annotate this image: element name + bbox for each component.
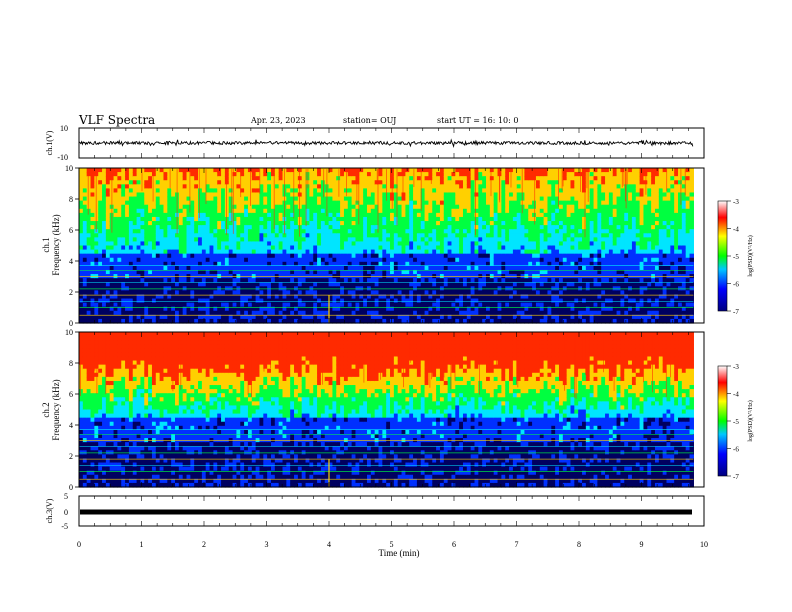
freq-tick-label: 4 [69,257,73,266]
ch1-spec-label-2: Frequency (kHz) [51,214,61,275]
freq-tick-label: 6 [69,390,73,399]
time-tick-label: 10 [700,540,708,549]
ch3-tick-top: 5 [64,492,68,501]
time-axis-label: Time (min) [379,548,420,558]
time-tick-label: 9 [640,540,644,549]
freq-tick-label: 10 [65,328,73,337]
ch2-spec-label-1: ch.2 [41,402,51,417]
colorbar-tick-label: -3 [733,363,739,371]
ch2-spec-label-2: Frequency (kHz) [51,379,61,440]
ch1-tick-top: 10 [60,124,68,133]
freq-tick-label: 0 [69,483,73,492]
ch1-colorbar: -3 -4 -5 -6 -7 log(PSD)(V²/Hz) [718,198,754,316]
freq-tick-label: 8 [69,195,73,204]
ch1-spectrogram [79,168,704,324]
ch3-wave-panel: 5 0 -5 ch.3(V) [45,492,704,531]
ch1-spectrogram-panel: 0 2 4 6 8 10 ch.1 Frequency (kHz) [41,164,704,328]
ch2-colorbar: -3 -4 -5 -6 -7 log(PSD)(V²/Hz) [718,363,754,481]
colorbar-label: log(PSD)(V²/Hz) [747,400,754,441]
colorbar-tick-label: -7 [733,473,739,481]
freq-tick-label: 6 [69,226,73,235]
colorbar-tick-label: -5 [733,418,739,426]
freq-tick-label: 8 [69,359,73,368]
colorbar-tick-label: -4 [733,226,739,234]
colorbar-tick-label: -5 [733,253,739,261]
freq-tick-label: 2 [69,452,73,461]
colorbar-tick-label: -3 [733,198,739,206]
ch1-tick-bottom: -10 [57,153,68,162]
time-tick-label: 6 [452,540,456,549]
ch1-spec-label-1: ch.1 [41,237,51,252]
ch1-freq-ticks: 0 2 4 6 8 10 [65,164,79,328]
ch1-wave-panel: 10 -10 ch.1(V) [45,124,704,162]
ch2-freq-ticks: 0 2 4 6 8 10 [65,328,79,492]
colorbar-tick-label: -6 [733,281,739,289]
freq-tick-label: 10 [65,164,73,173]
ch3-wave-label: ch.3(V) [45,498,54,523]
time-tick-label: 0 [77,540,81,549]
time-tick-label: 1 [140,540,144,549]
time-tick-label: 8 [577,540,581,549]
ch3-waveform [80,510,692,515]
time-tick-label: 7 [515,540,519,549]
colorbar-label: log(PSD)(V²/Hz) [747,235,754,276]
freq-tick-label: 0 [69,319,73,328]
ch1-wave-label: ch.1(V) [45,130,54,155]
freq-tick-label: 4 [69,421,73,430]
ch2-spectrogram-panel: 0 2 4 6 8 10 ch.2 Frequency (kHz) [41,328,704,492]
ch3-tick-mid: 0 [64,508,68,517]
time-tick-label: 2 [202,540,206,549]
ch3-tick-bottom: -5 [61,522,68,531]
freq-tick-label: 2 [69,288,73,297]
colorbar-tick-label: -6 [733,446,739,454]
ch2-spectrogram [79,332,704,488]
colorbar-tick-label: -7 [733,308,739,316]
time-tick-label: 3 [265,540,269,549]
colorbar-tick-label: -4 [733,391,739,399]
time-tick-label: 4 [327,540,331,549]
